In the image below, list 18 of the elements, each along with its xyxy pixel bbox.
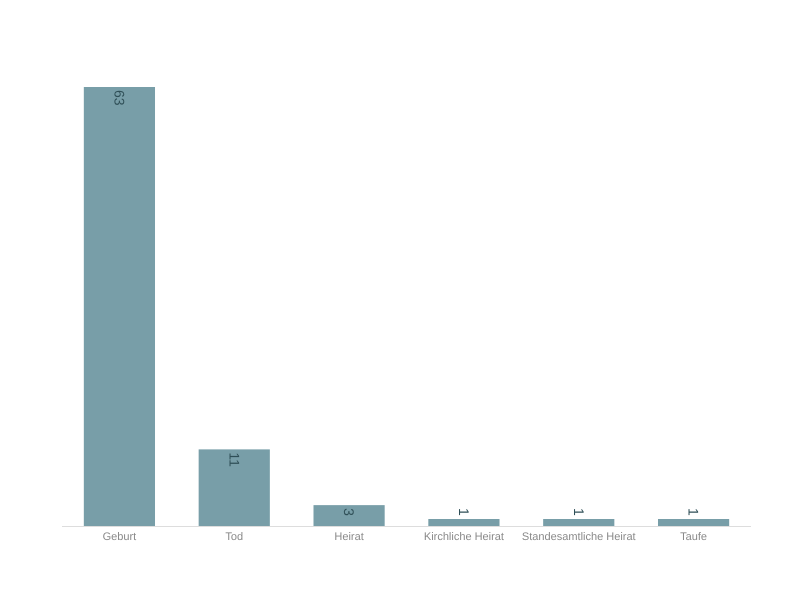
bar: [658, 519, 730, 526]
x-tick-label: Geburt: [102, 531, 136, 544]
x-tick-label: Standesamtliche Heirat: [522, 531, 636, 544]
x-tick-label: Kirchliche Heirat: [424, 531, 504, 544]
data-label: 11: [226, 452, 242, 468]
bar: [198, 449, 270, 526]
x-tick-label: Tod: [225, 531, 244, 544]
bar: [84, 87, 156, 526]
x-tick-label: Heirat: [334, 531, 364, 544]
bar: [543, 519, 614, 526]
data-label: 63: [111, 90, 128, 106]
data-label: 1: [570, 508, 587, 516]
bar: [313, 505, 385, 526]
data-label: 3: [341, 508, 358, 516]
x-tick-label: Taufe: [680, 531, 708, 544]
data-label: 1: [686, 508, 702, 516]
bar: [428, 519, 500, 526]
data-label: 1: [456, 508, 472, 516]
